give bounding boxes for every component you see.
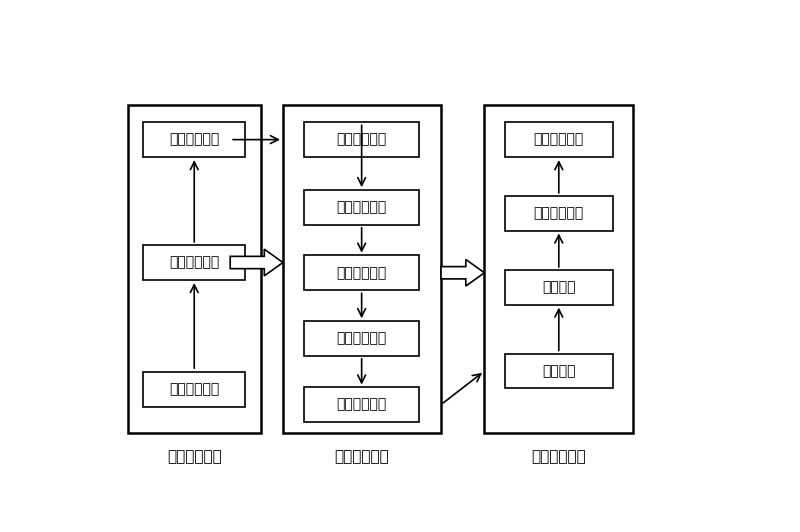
Text: 数据采集系统: 数据采集系统: [167, 450, 222, 464]
Text: 数据传输模块: 数据传输模块: [337, 132, 386, 147]
Text: 数据编码模块: 数据编码模块: [337, 266, 386, 280]
Text: 动力执行模块: 动力执行模块: [534, 132, 584, 147]
FancyBboxPatch shape: [283, 105, 441, 433]
FancyBboxPatch shape: [304, 321, 419, 356]
Text: 数据分类模块: 数据分类模块: [169, 132, 219, 147]
Text: 信号处理模块: 信号处理模块: [337, 331, 386, 345]
Text: 主控模块: 主控模块: [542, 364, 575, 378]
Text: 数据运算模块: 数据运算模块: [337, 200, 386, 214]
FancyBboxPatch shape: [505, 270, 613, 304]
FancyBboxPatch shape: [304, 190, 419, 225]
FancyBboxPatch shape: [304, 255, 419, 290]
Text: 信号传输模块: 信号传输模块: [337, 397, 386, 412]
Text: 数据扫描模块: 数据扫描模块: [169, 383, 219, 396]
FancyBboxPatch shape: [143, 372, 246, 407]
Text: 数据处理系统: 数据处理系统: [334, 450, 390, 464]
Polygon shape: [230, 249, 283, 276]
FancyBboxPatch shape: [128, 105, 262, 433]
Polygon shape: [441, 260, 485, 286]
FancyBboxPatch shape: [143, 122, 246, 157]
FancyBboxPatch shape: [485, 105, 634, 433]
FancyBboxPatch shape: [505, 196, 613, 231]
FancyBboxPatch shape: [505, 122, 613, 157]
FancyBboxPatch shape: [143, 245, 246, 280]
Text: 数据采集模块: 数据采集模块: [169, 255, 219, 270]
FancyBboxPatch shape: [304, 122, 419, 157]
Text: 参照对照模块: 参照对照模块: [534, 206, 584, 220]
Text: 伺服控制系统: 伺服控制系统: [531, 450, 586, 464]
FancyBboxPatch shape: [505, 354, 613, 388]
FancyBboxPatch shape: [304, 387, 419, 422]
Text: 检测模块: 检测模块: [542, 280, 575, 294]
